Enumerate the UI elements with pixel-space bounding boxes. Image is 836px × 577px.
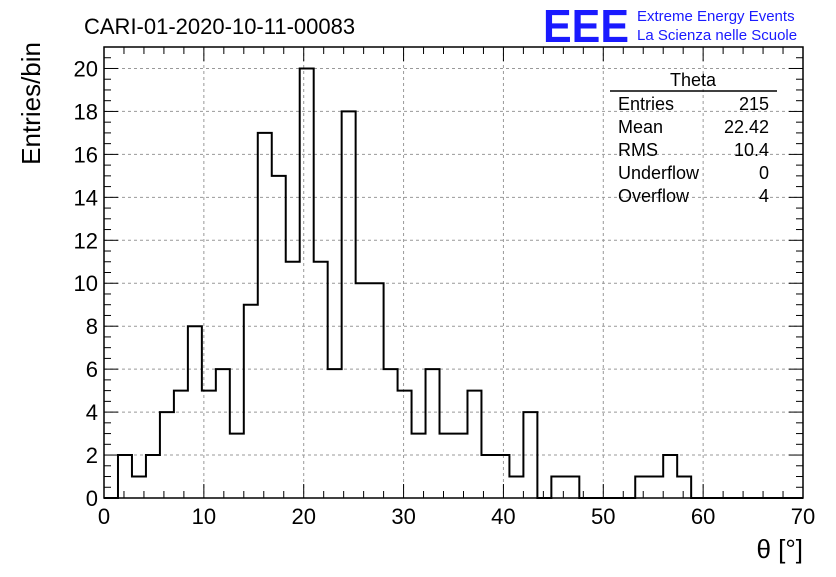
- stats-value: 22.42: [724, 117, 769, 137]
- logo-line1: Extreme Energy Events: [637, 8, 795, 25]
- histogram-bin: [258, 133, 272, 498]
- x-tick-label: 0: [98, 504, 110, 529]
- histogram-bin: [398, 391, 412, 498]
- histogram-bin: [509, 477, 523, 498]
- histogram-bin: [426, 369, 440, 498]
- stats-label: Mean: [618, 117, 663, 137]
- histogram-bin: [412, 434, 426, 498]
- stats-value: 10.4: [734, 140, 769, 160]
- x-tick-label: 20: [291, 504, 315, 529]
- histogram-bin: [188, 326, 202, 498]
- histogram-bin: [202, 391, 216, 498]
- histogram-bin: [384, 369, 398, 498]
- histogram-bin: [300, 68, 314, 498]
- histogram-bin: [467, 391, 481, 498]
- y-tick-label: 14: [74, 185, 98, 210]
- stats-label: Entries: [618, 94, 674, 114]
- histogram-bin: [272, 176, 286, 498]
- histogram-bin: [132, 477, 146, 498]
- histogram-bin: [216, 369, 230, 498]
- histogram-line: [104, 67, 803, 499]
- stats-value: 4: [759, 186, 769, 206]
- histogram-bin: [160, 412, 174, 498]
- x-axis-label: θ [°]: [756, 534, 803, 564]
- logo-line2: La Scienza nelle Scuole: [637, 27, 797, 44]
- stats-label: Overflow: [618, 186, 690, 206]
- histogram-bin: [328, 369, 342, 498]
- histogram-bin: [314, 262, 328, 498]
- y-tick-label: 0: [86, 486, 98, 511]
- x-tick-label: 40: [491, 504, 515, 529]
- histogram-bin: [495, 455, 509, 498]
- histogram-bin: [649, 477, 663, 498]
- histogram-bin: [565, 477, 579, 498]
- logo-mark: EEE: [543, 0, 629, 52]
- stats-value: 215: [739, 94, 769, 114]
- stats-label: Underflow: [618, 163, 700, 183]
- stats-title: Theta: [670, 70, 717, 90]
- histogram-bin: [146, 455, 160, 498]
- y-tick-label: 8: [86, 314, 98, 339]
- histogram-bin: [342, 111, 356, 498]
- stats-value: 0: [759, 163, 769, 183]
- histogram-bin: [440, 434, 454, 498]
- histogram-bin: [523, 412, 537, 498]
- stats-label: RMS: [618, 140, 658, 160]
- histogram-bin: [370, 283, 384, 498]
- histogram-bin: [230, 434, 244, 498]
- x-tick-label: 70: [791, 504, 815, 529]
- histogram-bin: [118, 455, 132, 498]
- histogram-bin: [551, 477, 565, 498]
- histogram-bin: [677, 477, 691, 498]
- x-tick-label: 60: [691, 504, 715, 529]
- y-tick-label: 6: [86, 357, 98, 382]
- x-tick-label: 30: [391, 504, 415, 529]
- y-tick-label: 12: [74, 228, 98, 253]
- stats-box: Theta Entries 215 Mean 22.42 RMS 10.4 Un…: [610, 70, 777, 206]
- x-tick-label: 50: [591, 504, 615, 529]
- axis-ticks: [103, 46, 804, 499]
- y-tick-label: 18: [74, 99, 98, 124]
- x-tick-label: 10: [192, 504, 216, 529]
- histogram-bin: [454, 434, 468, 498]
- histogram-bin: [635, 477, 649, 498]
- chart-title: CARI-01-2020-10-11-00083: [84, 14, 355, 39]
- histogram-bin: [356, 283, 370, 498]
- eee-logo: EEE Extreme Energy Events La Scienza nel…: [543, 0, 797, 52]
- y-tick-label: 10: [74, 271, 98, 296]
- y-tick-label: 20: [74, 56, 98, 81]
- histogram-bin: [244, 305, 258, 498]
- y-axis-label: Entries/bin: [16, 42, 46, 165]
- histogram-bin: [286, 262, 300, 498]
- histogram-bin: [174, 391, 188, 498]
- histogram-bin: [481, 455, 495, 498]
- y-tick-label: 4: [86, 400, 98, 425]
- plot-frame: [103, 46, 804, 499]
- histogram-bin: [663, 455, 677, 498]
- y-tick-label: 2: [86, 443, 98, 468]
- y-tick-label: 16: [74, 142, 98, 167]
